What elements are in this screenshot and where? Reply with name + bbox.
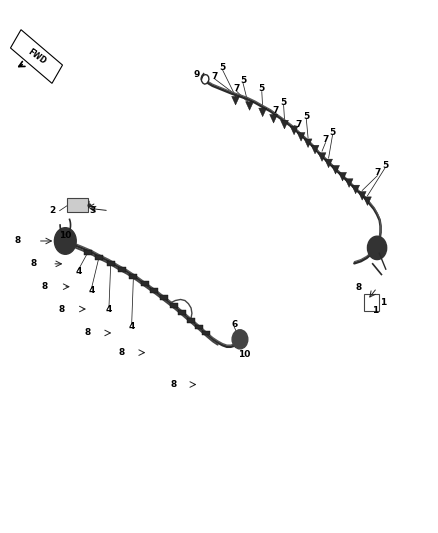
Polygon shape bbox=[202, 330, 210, 335]
Polygon shape bbox=[290, 126, 298, 135]
Text: 7: 7 bbox=[212, 71, 218, 80]
Polygon shape bbox=[118, 267, 126, 272]
Polygon shape bbox=[187, 318, 195, 322]
Polygon shape bbox=[364, 197, 371, 205]
Text: 4: 4 bbox=[128, 321, 135, 330]
Polygon shape bbox=[259, 108, 267, 117]
Polygon shape bbox=[345, 179, 353, 188]
Text: 4: 4 bbox=[75, 268, 81, 276]
Text: FWD: FWD bbox=[26, 47, 47, 66]
Text: 8: 8 bbox=[356, 283, 362, 292]
Polygon shape bbox=[297, 133, 305, 141]
Polygon shape bbox=[358, 191, 366, 200]
Text: 4: 4 bbox=[106, 304, 112, 313]
Polygon shape bbox=[311, 146, 319, 154]
Polygon shape bbox=[332, 165, 339, 174]
Text: 7: 7 bbox=[233, 84, 240, 93]
Text: 7: 7 bbox=[322, 135, 329, 144]
Text: 2: 2 bbox=[49, 206, 55, 215]
Polygon shape bbox=[352, 185, 360, 194]
Polygon shape bbox=[246, 102, 254, 110]
Text: 6: 6 bbox=[231, 320, 237, 329]
Text: 5: 5 bbox=[303, 112, 310, 121]
Text: 7: 7 bbox=[295, 119, 302, 128]
Text: 5: 5 bbox=[219, 63, 226, 71]
Circle shape bbox=[232, 330, 248, 349]
Text: 8: 8 bbox=[85, 328, 91, 337]
Polygon shape bbox=[318, 153, 326, 161]
Text: 8: 8 bbox=[30, 260, 36, 268]
Text: 5: 5 bbox=[240, 76, 246, 85]
Polygon shape bbox=[107, 262, 115, 266]
Polygon shape bbox=[130, 274, 138, 279]
Polygon shape bbox=[170, 303, 177, 308]
Text: 8: 8 bbox=[119, 348, 125, 357]
Text: 3: 3 bbox=[89, 206, 95, 215]
Text: 8: 8 bbox=[59, 304, 65, 313]
Polygon shape bbox=[84, 250, 92, 255]
Text: 9: 9 bbox=[193, 70, 199, 78]
Text: 8: 8 bbox=[170, 380, 176, 389]
Text: 5: 5 bbox=[329, 128, 336, 137]
Text: 5: 5 bbox=[280, 98, 287, 107]
Polygon shape bbox=[339, 172, 346, 181]
Polygon shape bbox=[178, 310, 186, 315]
Text: 8: 8 bbox=[41, 282, 47, 291]
Polygon shape bbox=[281, 120, 288, 129]
Text: 10: 10 bbox=[238, 350, 251, 359]
Polygon shape bbox=[160, 295, 168, 300]
Text: 7: 7 bbox=[374, 168, 381, 177]
FancyBboxPatch shape bbox=[67, 198, 88, 212]
Text: 7: 7 bbox=[272, 106, 279, 115]
Text: 5: 5 bbox=[259, 84, 265, 93]
FancyBboxPatch shape bbox=[11, 30, 63, 83]
Polygon shape bbox=[270, 115, 278, 123]
Text: 4: 4 bbox=[88, 286, 95, 295]
Text: 8: 8 bbox=[14, 237, 21, 246]
Polygon shape bbox=[150, 288, 158, 293]
Polygon shape bbox=[232, 96, 240, 105]
Circle shape bbox=[367, 236, 387, 260]
Circle shape bbox=[54, 228, 76, 254]
Text: 10: 10 bbox=[59, 231, 71, 240]
Polygon shape bbox=[95, 255, 103, 260]
Polygon shape bbox=[195, 325, 203, 329]
Polygon shape bbox=[141, 281, 149, 286]
Text: 1: 1 bbox=[372, 305, 378, 314]
Polygon shape bbox=[325, 159, 332, 168]
Polygon shape bbox=[304, 139, 312, 148]
Text: 5: 5 bbox=[382, 161, 388, 170]
FancyBboxPatch shape bbox=[364, 294, 379, 311]
Text: 1: 1 bbox=[381, 298, 387, 307]
